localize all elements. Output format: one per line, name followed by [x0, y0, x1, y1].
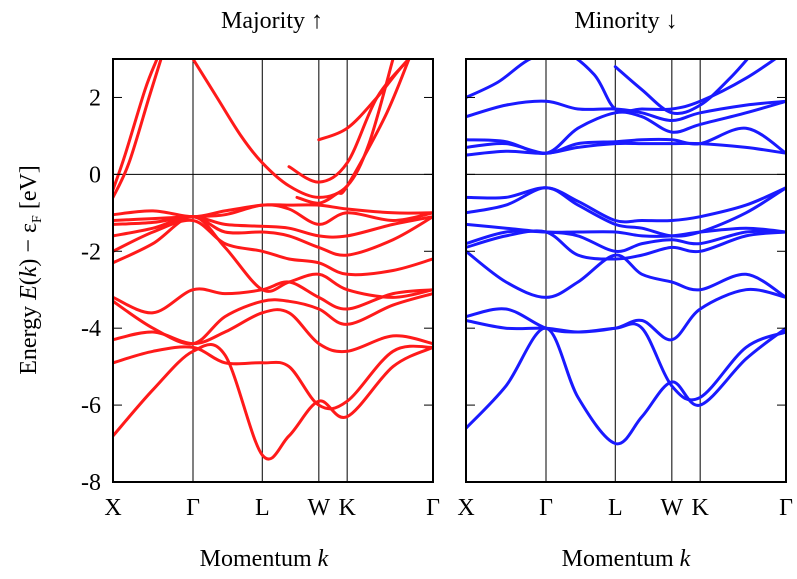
y-axis-label: Energy E(k) − εF [eV] [16, 165, 45, 375]
band-line [113, 203, 433, 219]
band-line [113, 59, 163, 199]
band-line [287, 59, 411, 184]
band-line [317, 59, 412, 142]
band-line [113, 218, 433, 277]
x-axis-label-majority: Momentum k [200, 546, 329, 572]
band-line [295, 59, 411, 205]
band-line [113, 308, 433, 354]
kpoint-label: L [255, 495, 270, 521]
panel-title-majority: Majority ↑ [221, 8, 323, 34]
plot-frame [112, 58, 434, 483]
kpoint-label: X [457, 495, 474, 521]
kpoint-label: Γ [426, 495, 440, 521]
kpoint-label: W [661, 495, 684, 521]
band-line [113, 59, 159, 192]
panel-title-minority: Minority ↓ [574, 8, 677, 34]
y-tick-label: 0 [89, 162, 101, 188]
band-line [466, 186, 786, 238]
kpoint-label: W [308, 495, 331, 521]
band-line [466, 287, 786, 342]
band-line [466, 319, 786, 402]
band-line [113, 343, 433, 461]
band-line [113, 344, 433, 411]
kpoint-label: Γ [186, 495, 200, 521]
kpoint-label: L [608, 495, 623, 521]
band-line [466, 249, 786, 299]
kpoint-label: X [104, 495, 121, 521]
y-tick-label: -6 [81, 393, 101, 419]
band-line [113, 215, 433, 299]
y-tick-label: 2 [89, 85, 101, 111]
band-line [466, 126, 786, 155]
x-axis-label-minority: Momentum k [562, 546, 691, 572]
kpoint-label: K [691, 495, 709, 521]
band-line [466, 326, 786, 446]
y-tick-label: -4 [81, 316, 101, 342]
band-line [466, 186, 786, 224]
band-line [466, 99, 786, 155]
band-line [466, 141, 786, 157]
band-line [613, 59, 750, 116]
majority-panel: X Γ L W K Γ -8 -6 -4 -2 0 2 [81, 58, 440, 521]
kpoint-label: Γ [539, 495, 553, 521]
band-line [466, 222, 786, 238]
kpoint-label: Γ [779, 495, 793, 521]
y-tick-label: -8 [81, 470, 101, 496]
band-line [113, 280, 433, 315]
kpoint-label: K [338, 495, 356, 521]
plot-frame [465, 58, 787, 483]
y-tick-label: -2 [81, 239, 101, 265]
band-line [113, 215, 433, 257]
band-line [113, 292, 433, 346]
